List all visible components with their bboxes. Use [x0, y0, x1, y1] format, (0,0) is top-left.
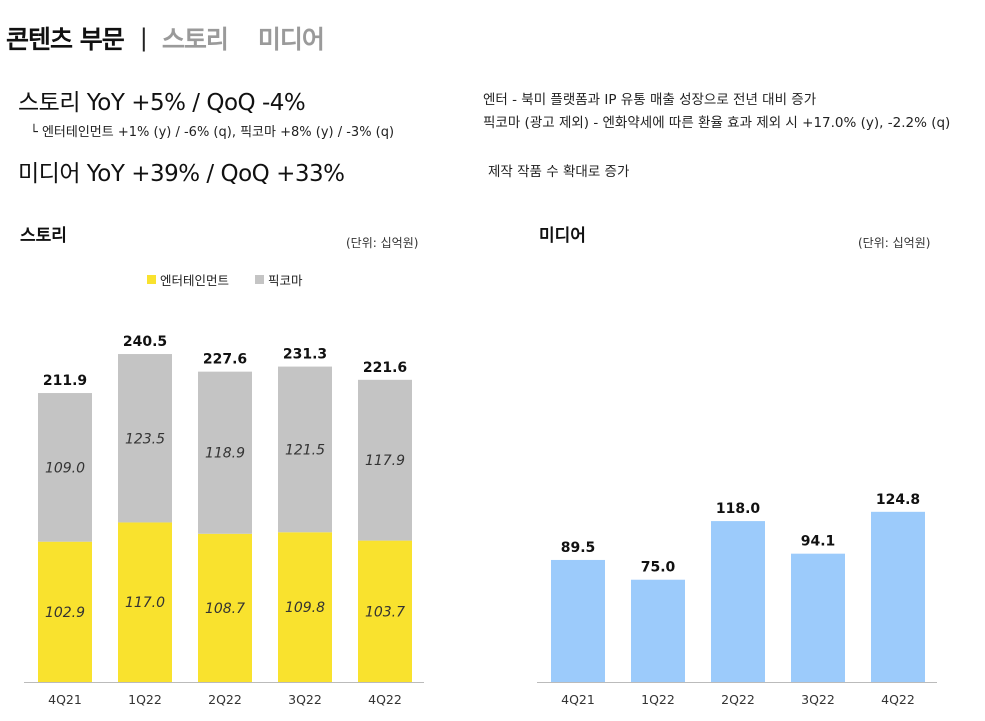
- title-separator: |: [139, 24, 148, 52]
- media-tick-3Q22: 3Q22: [801, 692, 835, 707]
- story-tick-4Q22: 4Q22: [368, 692, 402, 707]
- legend-item-entertainment: 엔터테인먼트: [147, 270, 229, 289]
- bar-media-4Q21: [551, 559, 605, 682]
- bar-media-3Q22: [791, 553, 845, 682]
- label-media-4Q22: 124.8: [876, 492, 920, 508]
- bar-entertainment-1Q22: [118, 522, 172, 682]
- page-header: 콘텐츠 부문 | 스토리 미디어: [6, 18, 354, 58]
- label-entertainment-3Q22: 109.8: [285, 600, 325, 616]
- story-chart-legend: 엔터테인먼트 픽코마: [147, 270, 329, 289]
- media-tick-1Q22: 1Q22: [641, 692, 675, 707]
- legend-label-entertainment: 엔터테인먼트: [160, 273, 230, 288]
- label-media-3Q22: 94.1: [801, 534, 836, 550]
- label-entertainment-4Q22: 103.7: [365, 604, 405, 620]
- story-tick-2Q22: 2Q22: [208, 692, 242, 707]
- label-entertainment-2Q22: 108.7: [205, 601, 245, 617]
- note-entertainment: 엔터 - 북미 플랫폼과 IP 유통 매출 성장으로 전년 대비 증가: [483, 92, 817, 108]
- bar-entertainment-3Q22: [278, 532, 332, 682]
- label-entertainment-4Q21: 102.9: [45, 605, 85, 621]
- label-entertainment-1Q22: 117.0: [125, 595, 165, 611]
- bar-media-1Q22: [631, 579, 685, 682]
- note-piccoma: 픽코마 (광고 제외) - 엔화약세에 따른 환율 효과 제외 시 +17.0%…: [483, 115, 951, 131]
- story-chart-unit: (단위: 십억원): [346, 236, 419, 250]
- label-media-4Q21: 89.5: [561, 540, 596, 556]
- media-chart-unit: (단위: 십억원): [858, 236, 931, 250]
- bar-piccoma-1Q22: [118, 354, 172, 523]
- bar-entertainment-4Q21: [38, 541, 92, 682]
- media-tick-2Q22: 2Q22: [721, 692, 755, 707]
- media-tick-4Q22: 4Q22: [881, 692, 915, 707]
- label-piccoma-2Q22: 118.9: [205, 446, 245, 462]
- bar-piccoma-4Q21: [38, 393, 92, 542]
- label-piccoma-4Q22: 117.9: [365, 453, 405, 469]
- label-total-3Q22: 231.3: [283, 347, 327, 363]
- label-piccoma-1Q22: 123.5: [125, 431, 165, 447]
- legend-item-piccoma: 픽코마: [255, 270, 303, 289]
- story-growth-summary: 스토리 YoY +5% / QoQ -4%: [18, 90, 306, 116]
- story-growth-breakdown: └ 엔터테인먼트 +1% (y) / -6% (q), 픽코마 +8% (y) …: [30, 125, 395, 140]
- tab-story[interactable]: 스토리: [161, 25, 229, 54]
- story-chart-title: 스토리: [20, 226, 67, 246]
- legend-swatch-entertainment: [147, 275, 156, 284]
- bar-entertainment-4Q22: [358, 540, 412, 682]
- media-tick-4Q21: 4Q21: [561, 692, 595, 707]
- label-total-1Q22: 240.5: [123, 334, 167, 350]
- bar-piccoma-4Q22: [358, 379, 412, 541]
- note-media: 제작 작품 수 확대로 증가: [488, 164, 630, 180]
- media-growth-summary: 미디어 YoY +39% / QoQ +33%: [18, 161, 345, 187]
- bar-piccoma-2Q22: [198, 371, 252, 534]
- legend-swatch-piccoma: [255, 275, 265, 284]
- bar-entertainment-2Q22: [198, 533, 252, 682]
- tab-media[interactable]: 미디어: [257, 25, 325, 54]
- story-tick-3Q22: 3Q22: [288, 692, 322, 707]
- legend-label-piccoma: 픽코마: [268, 273, 303, 288]
- bar-media-2Q22: [711, 521, 765, 682]
- label-piccoma-4Q21: 109.0: [45, 460, 85, 476]
- page-title: 콘텐츠 부문: [6, 25, 125, 54]
- label-media-1Q22: 75.0: [641, 560, 676, 576]
- label-total-4Q21: 211.9: [43, 373, 87, 389]
- bar-piccoma-3Q22: [278, 366, 332, 533]
- story-tick-1Q22: 1Q22: [128, 692, 162, 707]
- label-total-2Q22: 227.6: [203, 352, 247, 368]
- bar-media-4Q22: [871, 511, 925, 682]
- media-chart-title: 미디어: [539, 226, 586, 246]
- label-piccoma-3Q22: 121.5: [285, 442, 325, 458]
- label-total-4Q22: 221.6: [363, 360, 407, 376]
- label-media-2Q22: 118.0: [716, 501, 761, 517]
- story-tick-4Q21: 4Q21: [48, 692, 82, 707]
